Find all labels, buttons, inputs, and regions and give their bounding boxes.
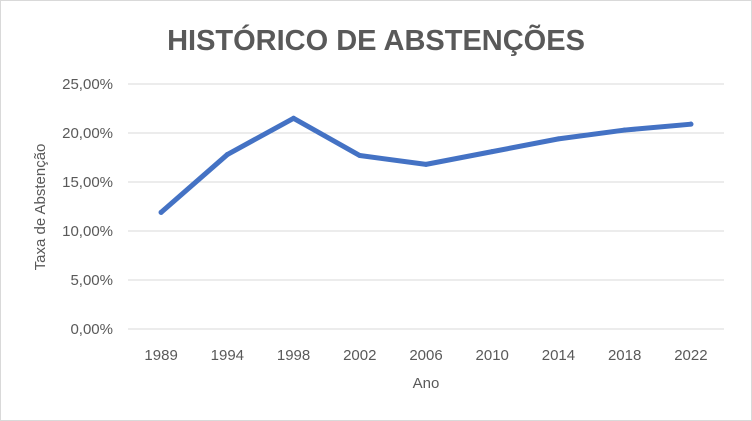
y-tick-label: 15,00% <box>62 174 113 191</box>
x-tick-label: 2010 <box>476 347 509 364</box>
data-point <box>622 127 628 133</box>
x-axis-label: Ano <box>413 375 440 392</box>
y-tick-label: 5,00% <box>70 272 113 289</box>
y-axis-ticks: 0,00% 5,00% 10,00% 15,00% 20,00% 25,00% <box>62 76 113 338</box>
y-tick-label: 20,00% <box>62 125 113 142</box>
x-tick-label: 2002 <box>343 347 376 364</box>
x-axis-ticks: 1989 1994 1998 2002 2006 2010 2014 2018 2022 <box>144 347 707 364</box>
x-tick-label: 1994 <box>211 347 244 364</box>
data-point <box>489 149 495 155</box>
chart-title: HISTÓRICO DE ABSTENÇÕES <box>167 23 585 57</box>
series-layer <box>158 115 694 215</box>
x-tick-label: 1989 <box>144 347 177 364</box>
data-point <box>158 209 164 215</box>
x-tick-label: 2006 <box>409 347 442 364</box>
data-point <box>357 153 363 159</box>
data-point <box>423 161 429 167</box>
data-point <box>688 121 694 127</box>
x-tick-label: 2022 <box>674 347 707 364</box>
y-tick-label: 25,00% <box>62 76 113 93</box>
data-point <box>555 136 561 142</box>
data-point <box>291 115 297 121</box>
y-tick-label: 10,00% <box>62 223 113 240</box>
x-tick-label: 2014 <box>542 347 575 364</box>
x-tick-label: 1998 <box>277 347 310 364</box>
y-tick-label: 0,00% <box>70 321 113 338</box>
x-tick-label: 2018 <box>608 347 641 364</box>
y-axis-label: Taxa de Abstenção <box>32 144 49 271</box>
gridlines <box>128 83 724 330</box>
data-point <box>224 152 230 158</box>
